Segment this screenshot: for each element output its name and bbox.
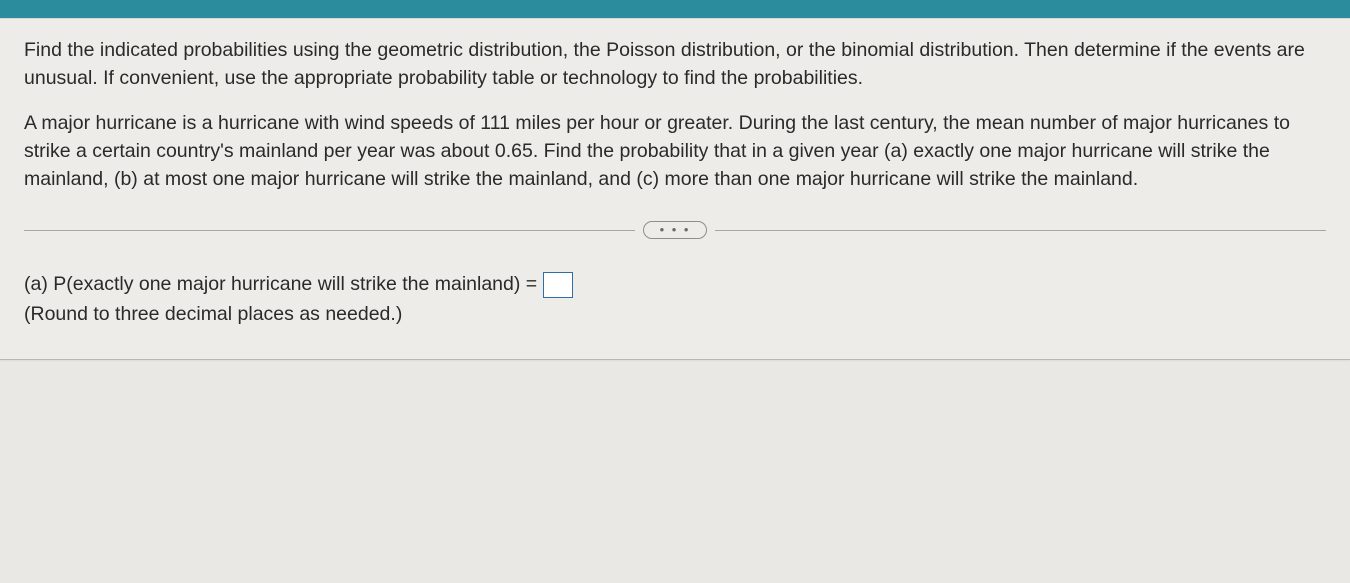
question-panel: Find the indicated probabilities using t… (0, 18, 1350, 360)
answer-part-a: (a) P(exactly one major hurricane will s… (24, 271, 1326, 299)
ellipsis-icon: • • • (660, 223, 691, 236)
scenario-text: A major hurricane is a hurricane with wi… (24, 110, 1326, 193)
question-content: Find the indicated probabilities using t… (24, 37, 1326, 329)
divider-line-right (715, 230, 1326, 231)
expand-pill-button[interactable]: • • • (643, 221, 708, 239)
section-divider: • • • (24, 217, 1326, 243)
answer-input-a[interactable] (543, 272, 573, 298)
header-accent-bar (0, 0, 1350, 18)
answer-label: (a) P(exactly one major hurricane will s… (24, 271, 537, 299)
rounding-note: (Round to three decimal places as needed… (24, 301, 1326, 329)
instructions-text: Find the indicated probabilities using t… (24, 37, 1326, 92)
divider-line-left (24, 230, 635, 231)
